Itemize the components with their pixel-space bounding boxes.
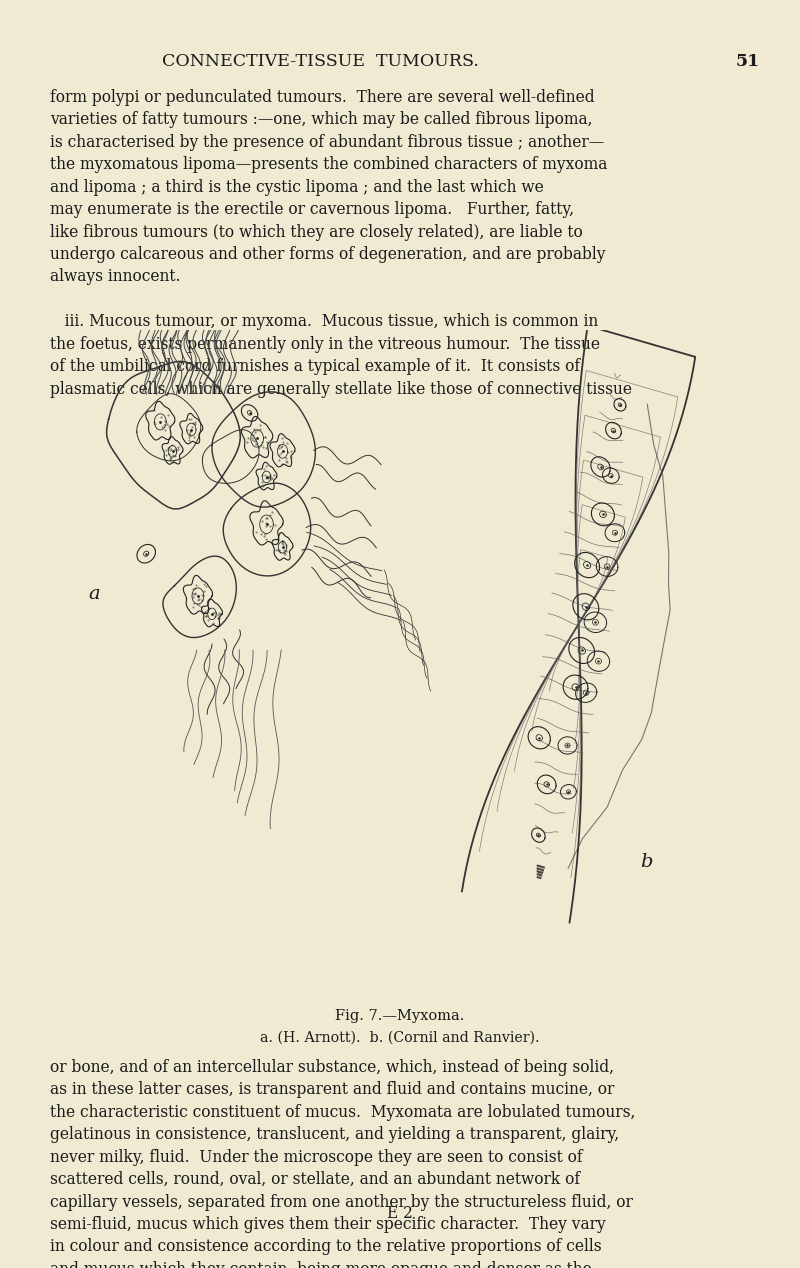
Text: a. (H. Arnott).  b. (Cornil and Ranvier).: a. (H. Arnott). b. (Cornil and Ranvier). [260, 1031, 540, 1045]
Text: form polypi or pedunculated tumours.  There are several well-defined
varieties o: form polypi or pedunculated tumours. The… [50, 89, 607, 285]
Text: or bone, and of an intercellular substance, which, instead of being solid,
as in: or bone, and of an intercellular substan… [50, 1059, 635, 1268]
Text: 51: 51 [736, 53, 760, 70]
Text: iii. Mucous tumour, or myxoma.  Mucous tissue, which is common in
the foetus, ex: iii. Mucous tumour, or myxoma. Mucous ti… [50, 313, 632, 398]
Text: E 2: E 2 [387, 1205, 413, 1221]
Text: Fig. 7.—Myxoma.: Fig. 7.—Myxoma. [335, 1009, 465, 1023]
Text: a: a [88, 585, 99, 602]
Text: CONNECTIVE-TISSUE  TUMOURS.: CONNECTIVE-TISSUE TUMOURS. [162, 53, 478, 70]
Text: b: b [640, 853, 652, 871]
